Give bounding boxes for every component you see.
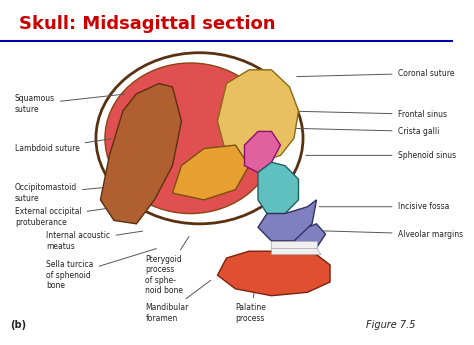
Text: Internal acoustic
meatus: Internal acoustic meatus (46, 231, 143, 251)
Polygon shape (272, 224, 326, 248)
Polygon shape (100, 83, 182, 224)
Text: Sphenoid sinus: Sphenoid sinus (306, 151, 456, 160)
Text: (b): (b) (10, 320, 27, 330)
Ellipse shape (105, 63, 276, 214)
Text: Incisive fossa: Incisive fossa (319, 202, 449, 211)
Polygon shape (258, 200, 317, 241)
Text: Figure 7.5: Figure 7.5 (366, 320, 416, 330)
Text: Coronal suture: Coronal suture (297, 69, 454, 78)
Polygon shape (218, 70, 299, 166)
Polygon shape (173, 145, 249, 200)
Text: Squamous
suture: Squamous suture (15, 94, 125, 114)
Text: Palatine
process: Palatine process (236, 271, 266, 323)
Text: Occipitomastoid
suture: Occipitomastoid suture (15, 183, 116, 203)
Text: Skull: Midsagittal section: Skull: Midsagittal section (19, 15, 276, 33)
Polygon shape (272, 241, 317, 248)
Text: Alveolar margins: Alveolar margins (319, 230, 463, 239)
Text: Lambdoid suture: Lambdoid suture (15, 139, 111, 153)
Polygon shape (218, 251, 330, 296)
Polygon shape (245, 131, 281, 172)
Text: Crista galli: Crista galli (283, 127, 439, 136)
Text: Sella turcica
of sphenoid
bone: Sella turcica of sphenoid bone (46, 249, 156, 290)
Text: External occipital
protuberance: External occipital protuberance (15, 207, 116, 227)
Polygon shape (258, 162, 299, 214)
Text: Mandibular
foramen: Mandibular foramen (146, 280, 211, 323)
Polygon shape (272, 248, 321, 255)
Text: Frontal sinus: Frontal sinus (283, 110, 447, 119)
Text: Pterygoid
process
of sphe-
noid bone: Pterygoid process of sphe- noid bone (146, 236, 189, 295)
